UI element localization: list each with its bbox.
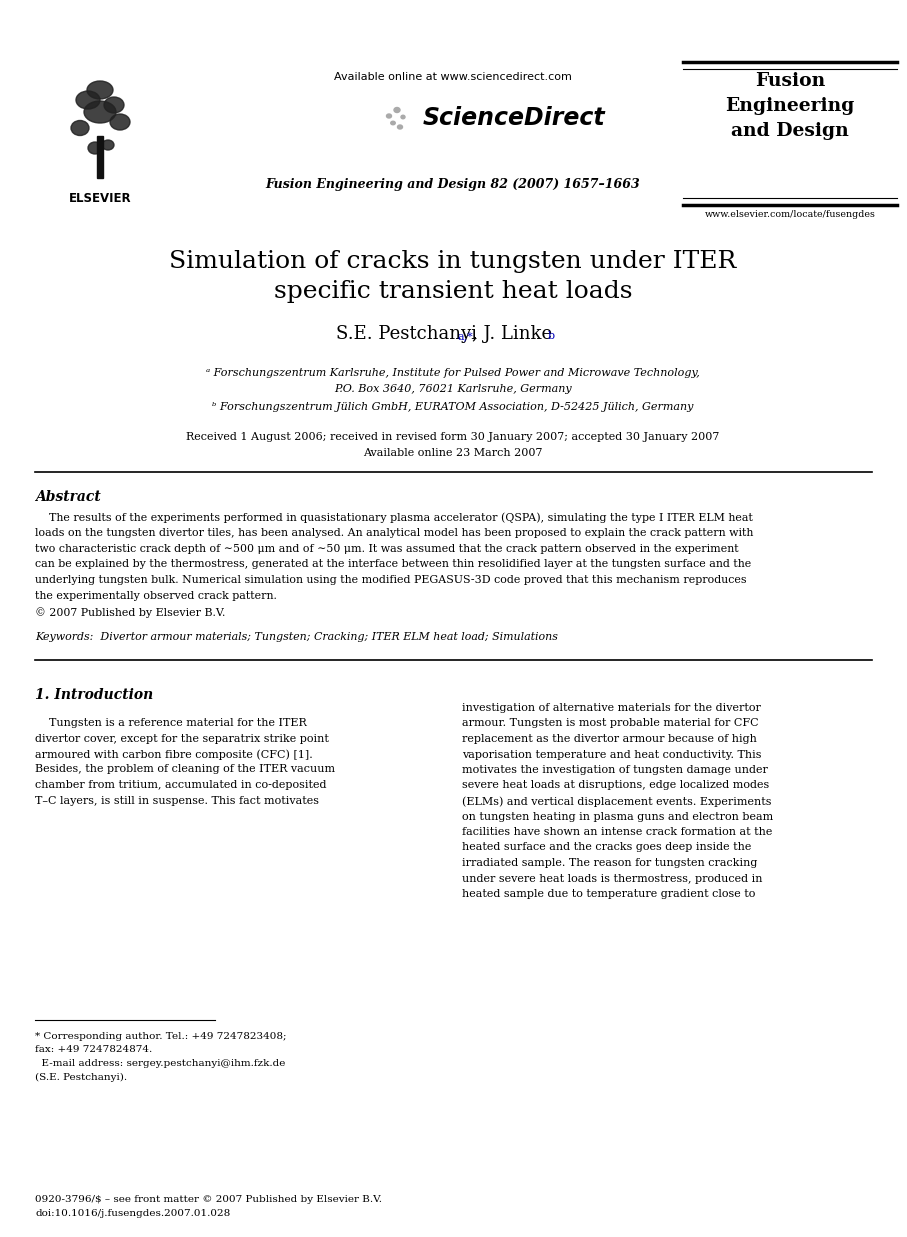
Text: armoured with carbon fibre composite (CFC) [1].: armoured with carbon fibre composite (CF… [35, 748, 313, 760]
Text: Available online at www.sciencedirect.com: Available online at www.sciencedirect.co… [334, 72, 572, 82]
Ellipse shape [84, 101, 116, 122]
Bar [97, 136, 103, 178]
Text: Abstract: Abstract [35, 490, 101, 503]
Text: divertor cover, except for the separatrix strike point: divertor cover, except for the separatri… [35, 734, 329, 743]
Text: ᵇ Forschungszentrum Jülich GmbH, EURATOM Association, D-52425 Jülich, Germany: ᵇ Forschungszentrum Jülich GmbH, EURATOM… [212, 402, 694, 412]
Ellipse shape [386, 114, 392, 118]
Text: facilities have shown an intense crack formation at the: facilities have shown an intense crack f… [462, 828, 773, 837]
Text: a,*: a,* [458, 332, 473, 341]
Text: under severe heat loads is thermostress, produced in: under severe heat loads is thermostress,… [462, 873, 763, 883]
Text: Received 1 August 2006; received in revised form 30 January 2007; accepted 30 Ja: Received 1 August 2006; received in revi… [186, 432, 719, 442]
Text: heated surface and the cracks goes deep inside the: heated surface and the cracks goes deep … [462, 842, 751, 852]
Ellipse shape [88, 142, 102, 153]
Text: loads on the tungsten divertor tiles, has been analysed. An analytical model has: loads on the tungsten divertor tiles, ha… [35, 528, 754, 538]
Text: * Corresponding author. Tel.: +49 7247823408;: * Corresponding author. Tel.: +49 724782… [35, 1032, 287, 1042]
Text: fax: +49 7247824874.: fax: +49 7247824874. [35, 1045, 152, 1054]
Ellipse shape [397, 125, 403, 129]
Text: specific transient heat loads: specific transient heat loads [274, 280, 632, 303]
Text: doi:10.1016/j.fusengdes.2007.01.028: doi:10.1016/j.fusengdes.2007.01.028 [35, 1209, 230, 1217]
Text: armour. Tungsten is most probable material for CFC: armour. Tungsten is most probable materi… [462, 719, 758, 729]
Text: (S.E. Pestchanyi).: (S.E. Pestchanyi). [35, 1072, 127, 1081]
Text: , J. Linke: , J. Linke [472, 325, 552, 343]
Text: two characteristic crack depth of ∼500 μm and of ∼50 μm. It was assumed that the: two characteristic crack depth of ∼500 μ… [35, 543, 738, 554]
Text: 0920-3796/$ – see front matter © 2007 Published by Elsevier B.V.: 0920-3796/$ – see front matter © 2007 Pu… [35, 1195, 382, 1204]
Text: Simulation of cracks in tungsten under ITER: Simulation of cracks in tungsten under I… [170, 250, 736, 273]
Text: replacement as the divertor armour because of high: replacement as the divertor armour becau… [462, 734, 756, 743]
Text: The results of the experiments performed in quasistationary plasma accelerator (: The results of the experiments performed… [35, 512, 753, 522]
Ellipse shape [401, 115, 405, 119]
Text: on tungsten heating in plasma guns and electron beam: on tungsten heating in plasma guns and e… [462, 811, 774, 821]
Text: www.elsevier.com/locate/fusengdes: www.elsevier.com/locate/fusengdes [705, 210, 875, 219]
Ellipse shape [110, 114, 130, 130]
Text: Fusion Engineering and Design 82 (2007) 1657–1663: Fusion Engineering and Design 82 (2007) … [266, 178, 640, 190]
Text: ScienceDirect: ScienceDirect [423, 106, 606, 130]
Ellipse shape [71, 120, 89, 136]
Text: the experimentally observed crack pattern.: the experimentally observed crack patter… [35, 591, 277, 601]
Ellipse shape [104, 96, 124, 113]
Ellipse shape [391, 121, 395, 125]
Text: Tungsten is a reference material for the ITER: Tungsten is a reference material for the… [35, 717, 307, 729]
Text: E-mail address: sergey.pestchanyi@ihm.fzk.de: E-mail address: sergey.pestchanyi@ihm.fz… [35, 1059, 286, 1068]
Text: P.O. Box 3640, 76021 Karlsruhe, Germany: P.O. Box 3640, 76021 Karlsruhe, Germany [334, 383, 571, 395]
Text: S.E. Pestchanyi: S.E. Pestchanyi [336, 325, 477, 343]
Text: motivates the investigation of tungsten damage under: motivates the investigation of tungsten … [462, 764, 768, 776]
Text: underlying tungsten bulk. Numerical simulation using the modified PEGASUS-3D cod: underlying tungsten bulk. Numerical simu… [35, 575, 746, 585]
Text: can be explained by the thermostress, generated at the interface between thin re: can be explained by the thermostress, ge… [35, 559, 751, 569]
Text: Besides, the problem of cleaning of the ITER vacuum: Besides, the problem of cleaning of the … [35, 764, 335, 774]
Ellipse shape [87, 80, 113, 99]
Ellipse shape [102, 140, 114, 150]
Text: ELSEVIER: ELSEVIER [69, 192, 132, 205]
Text: vaporisation temperature and heat conductivity. This: vaporisation temperature and heat conduc… [462, 750, 762, 760]
Text: T–C layers, is still in suspense. This fact motivates: T–C layers, is still in suspense. This f… [35, 795, 319, 805]
Text: b: b [548, 332, 555, 341]
Text: © 2007 Published by Elsevier B.V.: © 2007 Published by Elsevier B.V. [35, 607, 225, 617]
Text: irradiated sample. The reason for tungsten cracking: irradiated sample. The reason for tungst… [462, 858, 757, 868]
Text: Available online 23 March 2007: Available online 23 March 2007 [363, 448, 542, 458]
Text: Fusion
Engineering
and Design: Fusion Engineering and Design [726, 72, 854, 140]
Text: chamber from tritium, accumulated in co-deposited: chamber from tritium, accumulated in co-… [35, 781, 327, 790]
Ellipse shape [394, 108, 400, 113]
Text: (ELMs) and vertical displacement events. Experiments: (ELMs) and vertical displacement events.… [462, 795, 772, 807]
Text: investigation of alternative materials for the divertor: investigation of alternative materials f… [462, 703, 761, 713]
Text: severe heat loads at disruptions, edge localized modes: severe heat loads at disruptions, edge l… [462, 781, 769, 790]
Text: ᵃ Forschungszentrum Karlsruhe, Institute for Pulsed Power and Microwave Technolo: ᵃ Forschungszentrum Karlsruhe, Institute… [206, 367, 700, 379]
Text: heated sample due to temperature gradient close to: heated sample due to temperature gradien… [462, 889, 756, 899]
Text: 1. Introduction: 1. Introduction [35, 688, 153, 703]
Ellipse shape [76, 92, 100, 109]
Text: Keywords:  Divertor armour materials; Tungsten; Cracking; ITER ELM heat load; Si: Keywords: Divertor armour materials; Tun… [35, 632, 558, 642]
